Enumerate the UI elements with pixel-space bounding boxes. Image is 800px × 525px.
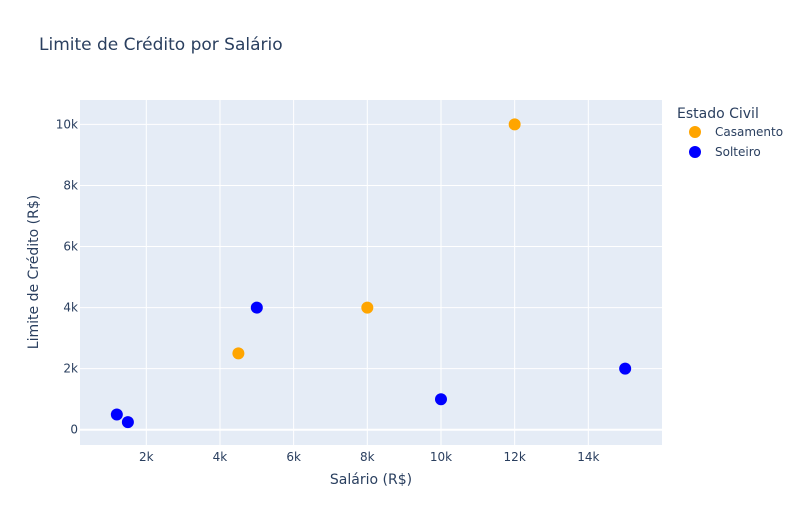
data-points	[110, 118, 632, 429]
x-tick-label: 4k	[213, 450, 228, 464]
x-axis-ticks: 2k 4k 6k 8k 10k 12k 14k	[139, 450, 599, 464]
y-axis-ticks: 0 2k 4k 6k 8k 10k	[56, 117, 78, 436]
legend-label-casamento: Casamento	[715, 125, 783, 139]
grid-lines	[80, 100, 662, 445]
point-casamento-1	[361, 301, 374, 314]
x-tick-label: 10k	[430, 450, 452, 464]
y-tick-label: 2k	[63, 362, 78, 376]
x-tick-label: 8k	[360, 450, 375, 464]
point-casamento-0	[232, 347, 245, 360]
y-tick-label: 0	[70, 423, 78, 437]
legend-title: Estado Civil	[677, 106, 759, 122]
x-tick-label: 12k	[504, 450, 526, 464]
point-solteiro-1	[121, 416, 134, 429]
chart-title: Limite de Crédito por Salário	[39, 35, 283, 55]
legend: Estado Civil Casamento Solteiro	[677, 106, 783, 159]
point-casamento-2	[508, 118, 521, 131]
x-tick-label: 2k	[139, 450, 154, 464]
legend-marker-casamento	[689, 126, 701, 138]
y-tick-label: 8k	[63, 178, 78, 192]
legend-label-solteiro: Solteiro	[715, 145, 761, 159]
point-solteiro-3	[434, 393, 447, 406]
y-tick-label: 4k	[63, 301, 78, 315]
y-tick-label: 10k	[56, 117, 78, 131]
legend-marker-solteiro	[689, 146, 701, 158]
x-tick-label: 6k	[286, 450, 301, 464]
plot-area	[80, 100, 662, 445]
point-solteiro-2	[250, 301, 263, 314]
point-solteiro-0	[110, 408, 123, 421]
x-tick-label: 14k	[577, 450, 599, 464]
point-solteiro-4	[619, 362, 632, 375]
y-axis-title: Limite de Crédito (R$)	[26, 195, 42, 349]
x-axis-title: Salário (R$)	[330, 472, 412, 488]
y-tick-label: 6k	[63, 240, 78, 254]
